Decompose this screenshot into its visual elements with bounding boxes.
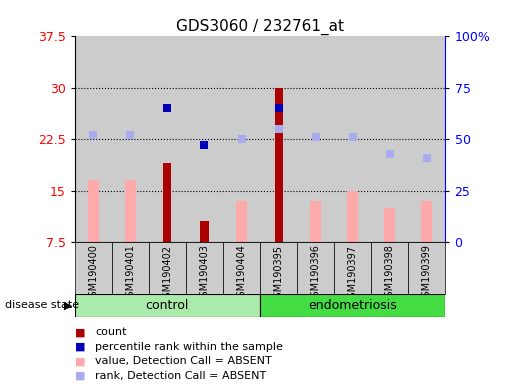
Text: ■: ■	[75, 327, 85, 337]
Text: GSM190398: GSM190398	[385, 245, 395, 303]
Bar	[125, 180, 136, 242]
Text: rank, Detection Call = ABSENT: rank, Detection Call = ABSENT	[95, 371, 267, 381]
Text: GSM190395: GSM190395	[273, 245, 284, 303]
Bar	[75, 242, 112, 294]
Text: GSM190404: GSM190404	[236, 245, 247, 303]
Bar	[260, 294, 445, 317]
Bar	[223, 36, 260, 242]
Bar	[149, 36, 186, 242]
Bar	[371, 242, 408, 294]
Bar	[200, 222, 209, 242]
Bar	[310, 201, 321, 242]
Bar	[408, 242, 445, 294]
Text: GSM190402: GSM190402	[162, 245, 173, 303]
Text: GSM190397: GSM190397	[348, 245, 358, 303]
Bar	[371, 36, 408, 242]
Bar	[408, 36, 445, 242]
Bar	[297, 36, 334, 242]
Bar	[297, 242, 334, 294]
Bar	[75, 36, 112, 242]
Text: count: count	[95, 327, 127, 337]
Text: value, Detection Call = ABSENT: value, Detection Call = ABSENT	[95, 356, 272, 366]
Bar	[334, 36, 371, 242]
Text: ▶: ▶	[64, 300, 73, 310]
Bar	[260, 36, 297, 242]
Bar	[371, 36, 408, 242]
Bar	[112, 242, 149, 294]
Bar	[236, 201, 247, 242]
Bar	[163, 163, 171, 242]
Bar	[260, 36, 297, 242]
Bar	[421, 201, 433, 242]
Bar	[384, 208, 396, 242]
Text: GSM190400: GSM190400	[88, 245, 98, 303]
Bar	[149, 36, 186, 242]
Bar	[88, 180, 99, 242]
Title: GDS3060 / 232761_at: GDS3060 / 232761_at	[176, 19, 344, 35]
Bar	[260, 242, 297, 294]
Bar	[297, 36, 334, 242]
Text: percentile rank within the sample: percentile rank within the sample	[95, 342, 283, 352]
Text: GSM190401: GSM190401	[125, 245, 135, 303]
Text: GSM190396: GSM190396	[311, 245, 321, 303]
Bar	[223, 36, 260, 242]
Bar	[112, 36, 149, 242]
Bar	[112, 36, 149, 242]
Text: GSM190403: GSM190403	[199, 245, 210, 303]
Text: GSM190399: GSM190399	[422, 245, 432, 303]
Bar	[186, 242, 223, 294]
Bar	[223, 242, 260, 294]
Bar	[347, 190, 358, 242]
Bar	[334, 242, 371, 294]
Text: endometriosis: endometriosis	[308, 299, 397, 312]
Bar	[274, 88, 283, 242]
Bar	[186, 36, 223, 242]
Text: disease state: disease state	[5, 300, 79, 310]
Bar	[75, 36, 112, 242]
Bar	[149, 242, 186, 294]
Text: ■: ■	[75, 371, 85, 381]
Bar	[186, 36, 223, 242]
Bar	[408, 36, 445, 242]
Text: ■: ■	[75, 342, 85, 352]
Bar	[334, 36, 371, 242]
Text: control: control	[146, 299, 189, 312]
Bar	[75, 294, 260, 317]
Text: ■: ■	[75, 356, 85, 366]
